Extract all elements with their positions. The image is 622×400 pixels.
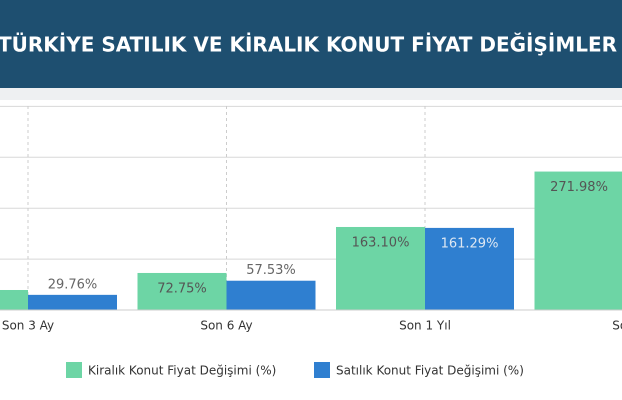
legend-label: Satılık Konut Fiyat Değişimi (%) bbox=[336, 364, 524, 378]
value-label: 72.75% bbox=[157, 281, 207, 296]
header-strip bbox=[0, 88, 622, 100]
bar bbox=[425, 227, 514, 310]
legend-swatch bbox=[314, 362, 330, 378]
x-tick-label: Son 3 Ay bbox=[2, 319, 54, 333]
value-label: 29.76% bbox=[48, 277, 98, 292]
value-label: 161.29% bbox=[441, 236, 499, 251]
bar bbox=[336, 226, 425, 310]
x-tick-label: Son 6 Ay bbox=[200, 319, 252, 333]
value-label: 163.10% bbox=[352, 235, 410, 250]
x-tick-label: Son 1 Yıl bbox=[399, 319, 451, 333]
bar bbox=[0, 289, 28, 310]
value-label: 57.53% bbox=[246, 263, 296, 278]
bar bbox=[28, 294, 117, 310]
legend-label: Kiralık Konut Fiyat Değişimi (%) bbox=[88, 364, 276, 378]
chart-title: TÜRKİYE SATILIK VE KİRALIK KONUT FİYAT D… bbox=[0, 33, 617, 57]
bar bbox=[534, 171, 622, 310]
bar bbox=[137, 272, 227, 310]
header bbox=[0, 0, 622, 88]
legend-swatch bbox=[66, 362, 82, 378]
x-tick-label: Son bbox=[612, 319, 622, 333]
value-label: 271.98% bbox=[550, 180, 608, 195]
bar bbox=[226, 280, 316, 310]
